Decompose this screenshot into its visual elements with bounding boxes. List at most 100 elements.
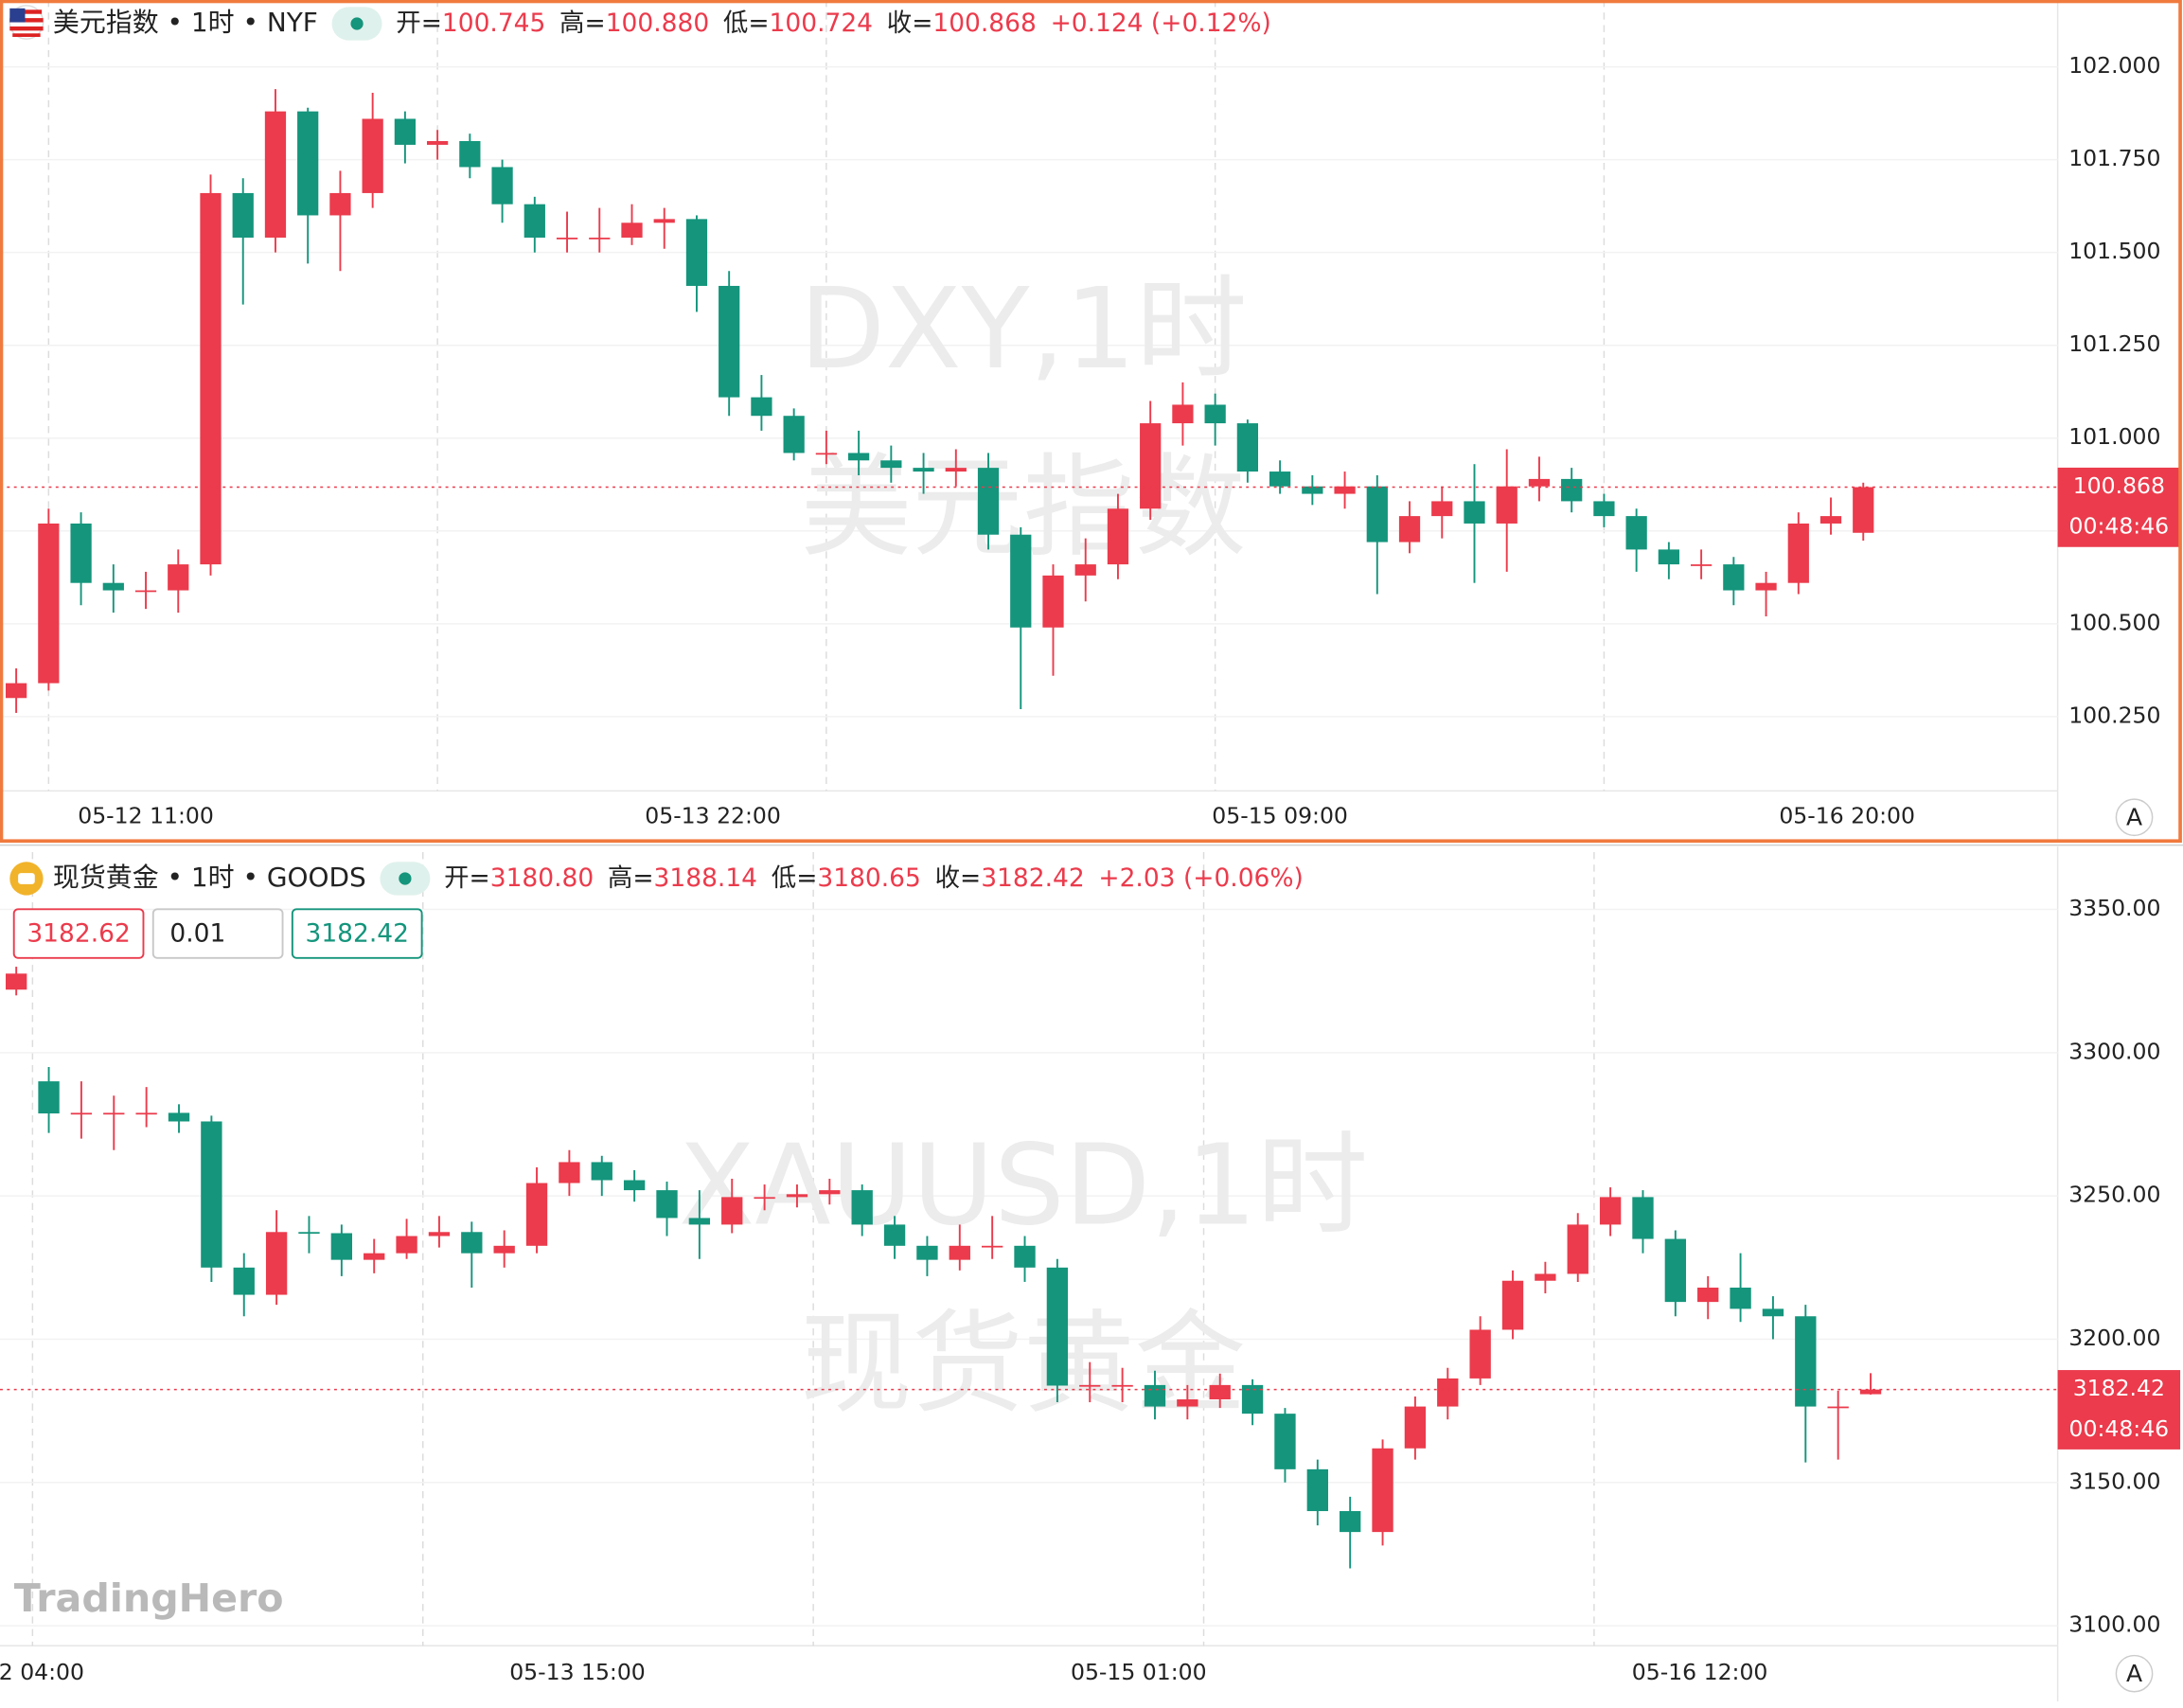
auto-scale-button[interactable]	[2115, 1654, 2154, 1693]
candle-body	[1859, 1389, 1882, 1395]
candle-body	[783, 416, 805, 454]
candle-body	[1787, 523, 1809, 583]
order-button-label[interactable]: 3182.62	[27, 918, 130, 948]
candle-body	[1398, 516, 1421, 543]
candle-body	[1625, 516, 1647, 550]
candle-body	[1599, 1197, 1622, 1225]
auto-scale-button[interactable]	[2115, 798, 2154, 837]
ohlc-field-label: 开=	[444, 863, 490, 892]
candle-body	[1372, 1448, 1393, 1533]
candle-body	[1144, 1384, 1166, 1407]
x-tick-label: 05-13 22:00	[645, 803, 781, 829]
candle-body	[945, 468, 967, 472]
candle-body	[168, 1112, 190, 1122]
ohlc-field-label: 低=	[723, 9, 770, 38]
candle-body	[1827, 1406, 1849, 1409]
ohlc-field-label: 开=	[396, 9, 442, 38]
candle-body	[1762, 1308, 1784, 1317]
candle-body	[589, 237, 611, 240]
order-button-label[interactable]: 0.01	[169, 918, 225, 948]
y-tick-label: 101.500	[2068, 238, 2160, 264]
candle-body	[815, 453, 838, 455]
x-tick-label: 05-15 09:00	[1212, 803, 1348, 829]
candle-body	[883, 1224, 906, 1246]
ohlc-field-label: 高=	[608, 863, 654, 892]
candle-body	[428, 1232, 451, 1237]
order-button[interactable]	[291, 908, 423, 959]
candle-body	[1501, 1280, 1524, 1330]
candle-body	[656, 1190, 678, 1219]
ohlc-header: 开=3180.80 高=3188.14 低=3180.65 收=3182.42 +2.0…	[444, 863, 1304, 892]
order-button[interactable]	[151, 908, 284, 959]
candle-body	[880, 460, 902, 469]
y-tick-label: 101.750	[2068, 145, 2160, 171]
candle-body	[1172, 404, 1194, 424]
logo: TradingHero	[14, 1575, 284, 1621]
candle-body	[1437, 1378, 1459, 1407]
status-dot	[399, 872, 412, 885]
candle-body	[559, 1162, 580, 1183]
candle-body	[5, 683, 27, 699]
order-button[interactable]	[12, 908, 145, 959]
candle-body	[1074, 564, 1096, 576]
candle-body	[751, 397, 772, 417]
ohlc-field-label: 低=	[772, 863, 818, 892]
status-dot	[350, 17, 364, 30]
candles	[6, 967, 1882, 1569]
candle-body	[786, 1194, 808, 1198]
y-tick-label: 101.250	[2068, 330, 2160, 357]
candle-body	[1177, 1399, 1198, 1407]
candle-body	[265, 1232, 288, 1295]
x-tick-label: 05-12 04:00	[0, 1659, 84, 1685]
symbol-title: 美元指数 • 1时 • NYF	[53, 7, 318, 38]
candle-body	[591, 1162, 612, 1181]
auto-scale-label[interactable]: A	[2126, 804, 2142, 831]
candle-body	[1730, 1287, 1751, 1309]
symbol-title: 现货黄金 • 1时 • GOODS	[53, 862, 366, 893]
candle-body	[721, 1197, 743, 1225]
active-pane-border	[0, 0, 2182, 844]
marks-layer: 100.250100.500100.750101.000101.250101.5…	[0, 7, 2181, 1693]
candle-body	[913, 468, 934, 472]
candle-body	[1111, 1384, 1133, 1387]
last-price-label: 3182.42	[2073, 1375, 2165, 1401]
candle-body	[1404, 1406, 1427, 1449]
watermark: XAUUSD,1时	[679, 1121, 1368, 1251]
candle-body	[1431, 501, 1453, 517]
candle-body	[1528, 478, 1551, 487]
candle-body	[977, 468, 1000, 535]
candle-body	[1204, 404, 1226, 424]
last-price-box	[2057, 467, 2181, 547]
candle-body	[685, 219, 708, 286]
candle-body	[459, 141, 481, 168]
last-price-box	[2057, 1370, 2181, 1450]
candle-body	[201, 1121, 222, 1268]
change-value: +0.124 (+0.12%)	[1051, 9, 1271, 38]
x-tick-label: 05-16 12:00	[1632, 1659, 1768, 1685]
candle-body	[1690, 564, 1713, 566]
candle-body	[168, 564, 189, 591]
candle-body	[981, 1245, 1003, 1248]
candle-body	[6, 973, 27, 990]
candle-body	[719, 285, 740, 398]
candle-body	[688, 1218, 711, 1225]
candle-body	[38, 523, 60, 684]
candle-body	[70, 523, 92, 583]
candle-body	[396, 1236, 417, 1254]
ohlc-field-value: 3180.65	[817, 863, 920, 892]
ohlc-field-value: 100.880	[606, 9, 709, 38]
y-tick-label: 100.250	[2068, 702, 2160, 728]
candle-body	[754, 1197, 775, 1200]
candle-body	[1079, 1384, 1101, 1387]
candle-body	[1632, 1197, 1654, 1239]
candle-body	[1464, 501, 1485, 524]
auto-scale-label[interactable]: A	[2126, 1660, 2142, 1687]
candle-body	[1306, 1468, 1328, 1512]
candle-body	[493, 1245, 515, 1254]
order-button-label[interactable]: 3182.42	[305, 918, 408, 948]
candle-body	[1274, 1414, 1296, 1469]
y-tick-label: 3100.00	[2068, 1611, 2160, 1638]
